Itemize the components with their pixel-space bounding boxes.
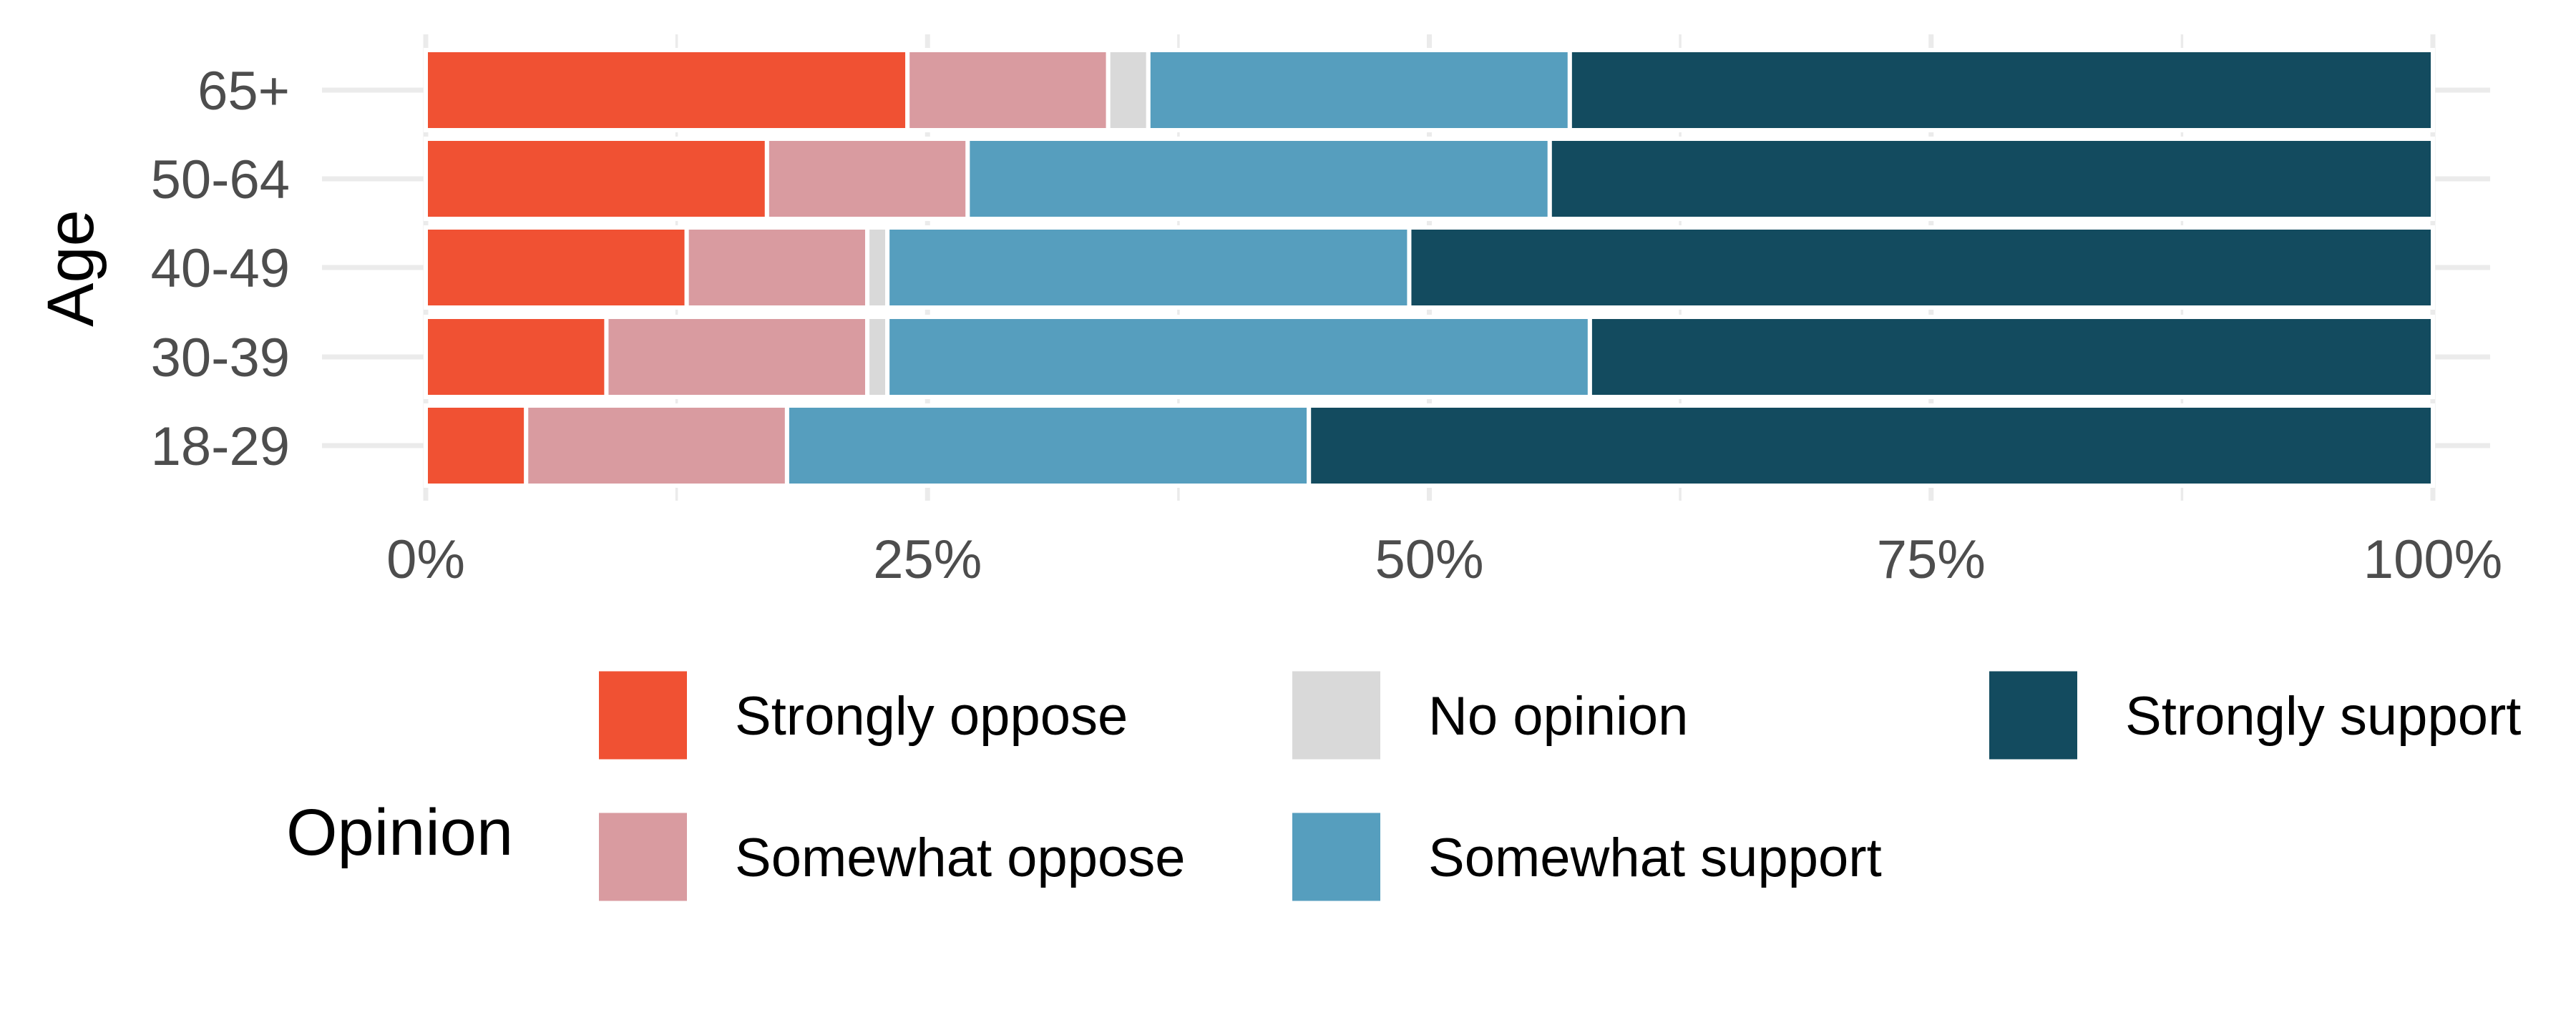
y-tick-label: 30-39 (151, 328, 290, 388)
legend-label: Somewhat support (1428, 828, 1882, 888)
legend: Opinion Strongly oppose Somewhat oppose No… (286, 671, 2521, 901)
legend-key-strongly-support (1989, 671, 2077, 760)
bar-segment-strongly-oppose (424, 403, 529, 488)
bar-segment-no-opinion (865, 225, 890, 310)
y-tick-label: 40-49 (151, 238, 290, 299)
bar-segment-somewhat-oppose (524, 403, 789, 488)
axes: Age 18-29 30-39 40-49 50-64 65+ 0% 25% 50% 75% 10… (34, 61, 2502, 590)
y-tick-label: 65+ (197, 61, 290, 122)
bar-segment-somewhat-support (885, 225, 1412, 310)
bar-segment-strongly-oppose (424, 225, 689, 310)
bar-segment-somewhat-oppose (684, 225, 870, 310)
bar-segment-strongly-oppose (424, 315, 609, 399)
y-tick-label: 18-29 (151, 416, 290, 477)
x-tick-label: 75% (1877, 529, 1986, 590)
legend-label: Somewhat oppose (735, 828, 1186, 888)
bar-segment-somewhat-support (965, 137, 1552, 221)
bar-segment-somewhat-support (784, 403, 1312, 488)
legend-key-somewhat-oppose (599, 813, 687, 901)
bar-segment-strongly-support (1587, 315, 2435, 399)
bar-segment-no-opinion (865, 315, 890, 399)
bar-segment-no-opinion (1106, 48, 1151, 132)
legend-label: Strongly support (2125, 686, 2521, 747)
legend-key-somewhat-support (1292, 813, 1380, 901)
bar-segment-somewhat-support (885, 315, 1592, 399)
x-tick-label: 50% (1375, 529, 1483, 590)
bar-segment-strongly-support (1307, 403, 2435, 488)
bar-segment-somewhat-support (1146, 48, 1572, 132)
bar-segment-strongly-support (1567, 48, 2436, 132)
bars (424, 48, 2436, 488)
bar-segment-strongly-support (1547, 137, 2435, 221)
y-axis-title: Age (34, 210, 107, 327)
bar-segment-strongly-oppose (424, 48, 910, 132)
y-tick-label: 50-64 (151, 149, 290, 210)
legend-key-no-opinion (1292, 671, 1380, 760)
bar-segment-strongly-oppose (424, 137, 769, 221)
x-tick-label: 25% (873, 529, 982, 590)
legend-key-strongly-oppose (599, 671, 687, 760)
bar-segment-strongly-support (1407, 225, 2435, 310)
bar-segment-somewhat-oppose (905, 48, 1111, 132)
x-tick-label: 100% (2363, 529, 2502, 590)
legend-label: No opinion (1428, 686, 1688, 747)
bar-segment-somewhat-oppose (604, 315, 870, 399)
x-tick-label: 0% (386, 529, 465, 590)
legend-label: Strongly oppose (735, 686, 1128, 747)
legend-title: Opinion (286, 796, 513, 869)
bar-segment-somewhat-oppose (764, 137, 970, 221)
